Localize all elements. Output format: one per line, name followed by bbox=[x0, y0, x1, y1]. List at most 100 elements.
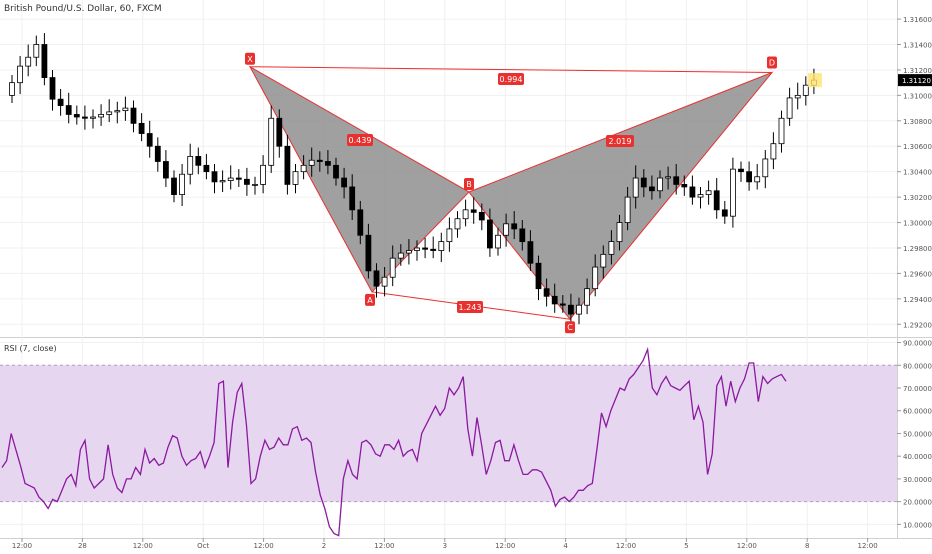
candle-down bbox=[324, 161, 331, 166]
candle-down bbox=[373, 270, 380, 287]
point-c-label-text: C bbox=[567, 323, 573, 332]
candle-up bbox=[405, 250, 412, 254]
candle-up bbox=[252, 183, 258, 186]
candle-up bbox=[794, 94, 801, 99]
price-tick-label: 1.31200 bbox=[903, 67, 932, 75]
harmonic-pattern[interactable] bbox=[248, 65, 774, 320]
candle-down bbox=[243, 178, 250, 185]
candle-down bbox=[211, 171, 218, 183]
candle-up bbox=[503, 223, 510, 236]
ratio-bcd-label-text: 2.019 bbox=[609, 137, 632, 146]
candle-down bbox=[568, 304, 574, 315]
candle-down bbox=[171, 177, 177, 195]
candle-down bbox=[195, 156, 202, 166]
candle-up bbox=[260, 164, 267, 185]
candle-up bbox=[657, 177, 663, 192]
price-tick-label: 1.30600 bbox=[903, 143, 932, 151]
rsi-band bbox=[0, 364, 897, 503]
candlesticks bbox=[9, 33, 822, 326]
candle-down bbox=[349, 186, 356, 211]
rsi-tick-label: 50.0000 bbox=[903, 430, 932, 438]
candle-up bbox=[9, 82, 15, 96]
candle-up bbox=[705, 190, 712, 195]
point-a-label-bg bbox=[365, 293, 375, 306]
rsi-tick-label: 40.0000 bbox=[903, 453, 932, 461]
chart-title: British Pound/U.S. Dollar, 60, FXCM bbox=[4, 4, 162, 14]
candle-up bbox=[624, 196, 631, 223]
candle-up bbox=[802, 84, 809, 96]
candle-up bbox=[389, 257, 396, 278]
candle-up bbox=[397, 252, 404, 259]
ratio-xd-label-bg bbox=[498, 73, 524, 85]
candle-up bbox=[770, 143, 777, 160]
candle-up bbox=[122, 107, 129, 112]
candle-down bbox=[535, 262, 542, 290]
candle-up bbox=[730, 168, 736, 217]
price-tick-label: 1.29800 bbox=[903, 245, 932, 253]
point-a-label: A bbox=[365, 293, 375, 306]
candle-down bbox=[713, 190, 720, 211]
candle-down bbox=[430, 248, 437, 251]
time-tick-label: 12:00 bbox=[12, 542, 32, 550]
pattern-bcd-triangle bbox=[468, 71, 774, 320]
price-tick-label: 1.29200 bbox=[903, 321, 932, 329]
rsi-overbought-oversold-band bbox=[0, 365, 897, 502]
candle-down bbox=[543, 288, 550, 297]
point-b-label-bg bbox=[464, 178, 474, 191]
ratio-ac-label-text: 1.243 bbox=[459, 303, 482, 312]
candle-down bbox=[673, 176, 680, 185]
time-tick-label: 5 bbox=[684, 542, 688, 550]
candle-down bbox=[746, 171, 752, 183]
candle-up bbox=[90, 116, 96, 119]
time-tick-label: 12:00 bbox=[374, 542, 394, 550]
rsi-tick-label: 90.0000 bbox=[903, 340, 932, 348]
pattern-xab-triangle bbox=[248, 65, 470, 293]
price-tick-label: 1.31000 bbox=[903, 92, 932, 100]
last-price-badge bbox=[898, 74, 932, 87]
ratio-xd-label: 0.994 bbox=[498, 73, 524, 85]
candle-up bbox=[697, 194, 704, 198]
ratio-bcd-label-bg bbox=[606, 135, 634, 147]
price-tick-label: 1.31600 bbox=[903, 16, 932, 24]
time-tick-label: 12:00 bbox=[133, 542, 153, 550]
price-tick-label: 1.30000 bbox=[903, 220, 932, 228]
candle-down bbox=[365, 234, 372, 272]
candle-down bbox=[519, 228, 526, 243]
point-x-label-bg bbox=[245, 52, 255, 65]
candle-down bbox=[235, 177, 242, 180]
pattern-labels[interactable]: X A B C D 0.439 0.994 2.019 1.243 bbox=[245, 52, 777, 334]
candle-up bbox=[754, 176, 761, 183]
candle-down bbox=[511, 223, 518, 230]
candle-up bbox=[665, 176, 671, 179]
candle-up bbox=[762, 158, 769, 178]
time-tick-label: 8 bbox=[805, 542, 809, 550]
price-axis-labels: 1.31600 1.31400 1.31200 1.31000 1.30800 1.306… bbox=[897, 16, 932, 329]
candle-down bbox=[138, 122, 145, 134]
candle-down bbox=[73, 114, 80, 118]
rsi-axis-labels: 90.0000 80.0000 70.0000 60.0000 50.0000 40.00… bbox=[897, 340, 932, 529]
point-b-label-text: B bbox=[466, 180, 472, 189]
price-tick-label: 1.31400 bbox=[903, 42, 932, 50]
time-tick-label: 12:00 bbox=[858, 542, 878, 550]
ratio-ac-label-bg bbox=[457, 301, 483, 313]
time-tick-label: Oct bbox=[197, 542, 209, 550]
candle-down bbox=[551, 295, 558, 305]
candle-down bbox=[65, 105, 72, 115]
candle-up bbox=[381, 276, 388, 287]
point-c-label-bg bbox=[565, 321, 575, 334]
time-tick-label: 12:00 bbox=[737, 542, 757, 550]
time-tick-label: 4 bbox=[563, 542, 568, 550]
candle-up bbox=[632, 177, 639, 198]
time-tick-label: 12:00 bbox=[616, 542, 636, 550]
candle-up bbox=[114, 110, 121, 113]
candle-down bbox=[146, 133, 153, 147]
candle-down bbox=[284, 145, 291, 185]
candle-up bbox=[98, 114, 104, 118]
candle-up bbox=[308, 159, 315, 166]
candle-down bbox=[486, 219, 493, 249]
price-tick-label: 1.29600 bbox=[903, 270, 932, 278]
candle-up bbox=[462, 209, 469, 220]
ratio-ac-label: 1.243 bbox=[457, 301, 483, 313]
